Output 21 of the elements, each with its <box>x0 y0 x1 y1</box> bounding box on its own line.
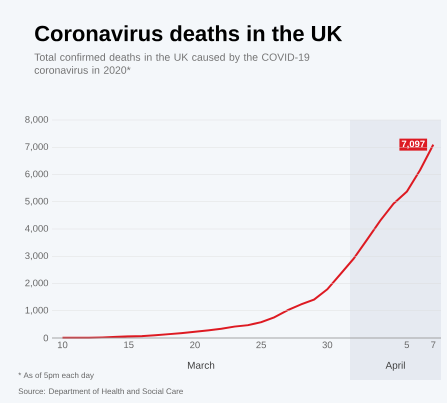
y-tick-label: 1,000 <box>26 306 48 315</box>
x-tick-label: 20 <box>190 342 200 348</box>
x-tick-label: 5 <box>404 342 410 348</box>
y-tick-label: 3,000 <box>25 252 48 260</box>
chart-subtitle: Total confirmed deaths in the UK caused by the COVID-19 coronavirus in 2020* <box>34 53 310 74</box>
y-tick-label: 4,000 <box>25 225 48 233</box>
y-tick-label: 8,000 <box>25 116 48 124</box>
x-tick-label: 7 <box>431 342 436 348</box>
text: March <box>188 362 214 369</box>
chart-title: Coronavirus deaths in the UK <box>35 25 342 42</box>
y-tick-label: 7,000 <box>25 143 48 152</box>
y-tick-label: 0 <box>44 334 48 342</box>
x-tick-label: 10 <box>58 342 68 348</box>
x-tick-label: 30 <box>322 342 332 348</box>
y-tick-label: 5,000 <box>25 198 48 206</box>
y-tick-label: 2,000 <box>25 280 48 288</box>
y-tick-label: 6,000 <box>25 170 48 178</box>
x-tick-label: 25 <box>256 342 266 348</box>
x-tick-label: 15 <box>124 342 134 348</box>
data-label: 7,097 <box>402 140 425 149</box>
band-label: April <box>386 362 405 371</box>
